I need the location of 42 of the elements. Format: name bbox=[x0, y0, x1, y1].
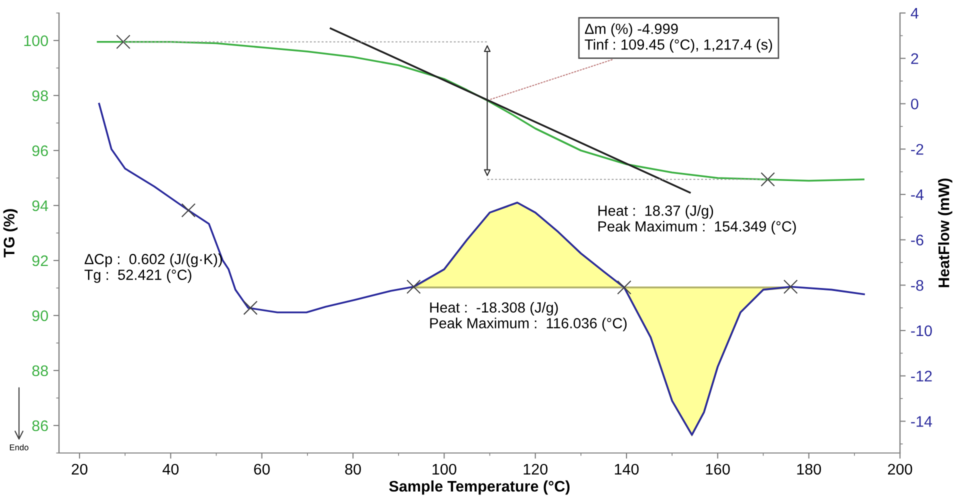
x-tick-label: 40 bbox=[162, 464, 179, 475]
point bbox=[783, 280, 798, 294]
annotation: ΔCp : 0.602 (J/(g·K)) Tg : 52.421 (°C) bbox=[84, 254, 222, 283]
y-tick-label: 94 bbox=[32, 200, 48, 212]
y2-tick-label: 0 bbox=[911, 98, 918, 110]
point bbox=[181, 203, 196, 218]
x-tick-label: 180 bbox=[797, 464, 821, 475]
x-tick-label: 140 bbox=[614, 464, 639, 475]
y-tick-label: 98 bbox=[32, 90, 48, 102]
y-tick-label: 86 bbox=[32, 420, 48, 432]
x-tick-label: 80 bbox=[345, 464, 361, 475]
y-axis-title: TG (%) bbox=[3, 209, 18, 258]
x-tick-label: 160 bbox=[706, 464, 730, 475]
y-tick-label: 90 bbox=[32, 310, 48, 322]
text: Endo bbox=[10, 444, 28, 450]
y2-tick-label: -10 bbox=[911, 325, 932, 336]
y2-axis-title: HeatFlow (mW) bbox=[938, 178, 952, 288]
x-tick-label: 20 bbox=[72, 464, 88, 475]
x-axis-title: Sample Temperature (°C) bbox=[389, 480, 570, 495]
y-tick-label: 100 bbox=[24, 35, 48, 46]
annotation: Heat : 18.37 (J/g) Peak Maximum : 154.349 (°C) bbox=[598, 205, 796, 234]
y2-tick-label: -8 bbox=[911, 280, 924, 291]
point bbox=[406, 280, 421, 294]
x-tick-label: 200 bbox=[888, 464, 912, 475]
y-tick-label: 88 bbox=[32, 365, 48, 376]
x-tick-label: 60 bbox=[254, 464, 270, 475]
y-tick-label: 92 bbox=[32, 255, 48, 266]
x-tick-label: 100 bbox=[432, 464, 456, 475]
point bbox=[617, 280, 632, 295]
y2-tick-label: -4 bbox=[911, 189, 924, 200]
annotation: Δm (%) -4.999 Tinf : 109.45 (°C), 1,217.4 (s) bbox=[584, 23, 772, 53]
annotation: Heat : -18.308 (J/g) Peak Maximum : 116.036 (°C) bbox=[430, 302, 627, 332]
y-tick-label: 96 bbox=[32, 145, 48, 156]
y2-tick-label: -6 bbox=[911, 234, 924, 246]
line-series bbox=[96, 40, 864, 182]
y2-tick-label: 4 bbox=[910, 8, 918, 19]
y2-tick-label: 2 bbox=[911, 53, 918, 64]
y2-tick-label: -2 bbox=[911, 144, 924, 155]
point bbox=[243, 300, 258, 315]
x-tick-label: 120 bbox=[524, 464, 548, 475]
y2-tick-label: -14 bbox=[911, 416, 932, 427]
y2-tick-label: -12 bbox=[911, 370, 932, 382]
